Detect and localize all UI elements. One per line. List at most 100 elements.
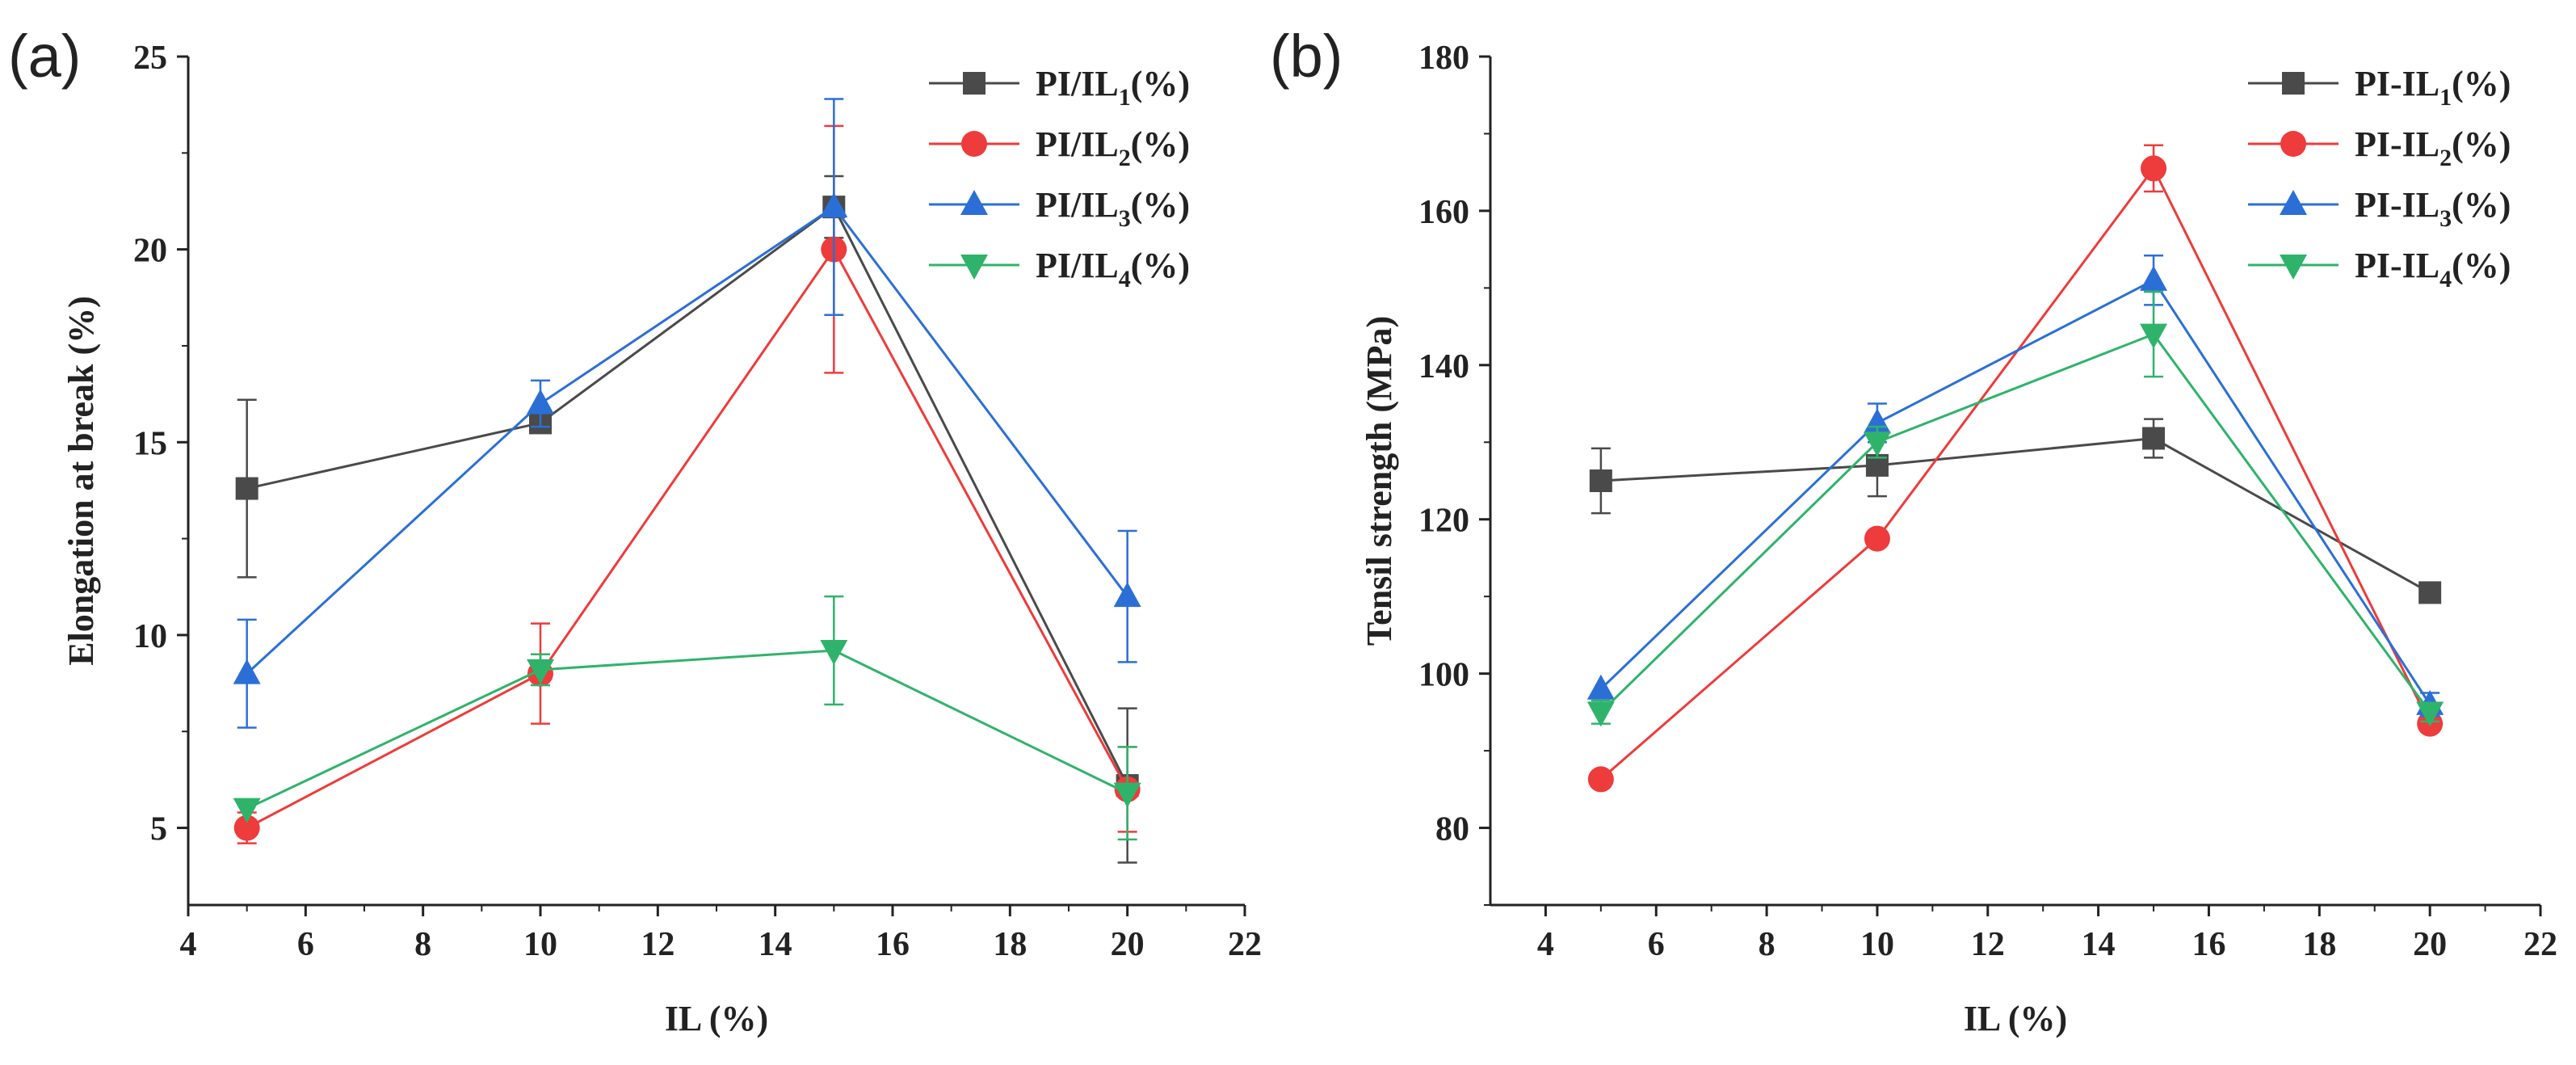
data-point <box>2418 581 2442 604</box>
y-axis-title: Tensil strength (MPa) <box>1359 316 1399 646</box>
y-tick-label: 10 <box>133 618 167 655</box>
x-tick-label: 6 <box>1648 926 1665 963</box>
series-2 <box>233 124 1141 844</box>
y-tick-label: 25 <box>133 40 167 77</box>
panel-label: (a) <box>8 23 81 90</box>
legend-marker <box>963 72 985 95</box>
x-tick-label: 22 <box>2523 926 2557 963</box>
series-line <box>246 246 1128 829</box>
data-point <box>527 659 554 684</box>
data-point <box>1113 782 1141 808</box>
data-point <box>1586 701 1615 727</box>
y-tick-label: 120 <box>1418 503 1469 540</box>
x-tick-label: 4 <box>180 926 197 963</box>
legend-label: PI/IL1(%) <box>1036 64 1190 111</box>
legend-marker <box>2280 131 2306 157</box>
data-point <box>2142 427 2166 450</box>
x-tick-label: 16 <box>2191 926 2225 963</box>
data-point <box>2140 323 2168 349</box>
x-tick-label: 12 <box>641 926 674 963</box>
chart-panel-a: (a) 4 6 8 10 12 14 16 18 20 22 5 10 15 20 25 IL (%) Elong… <box>8 23 1262 1038</box>
data-point <box>233 815 260 841</box>
series-1 <box>235 175 1139 864</box>
data-point <box>1589 469 1612 492</box>
y-axis-title: Elongation at break (%) <box>61 296 101 666</box>
x-tick-label: 8 <box>1759 926 1775 963</box>
data-point <box>235 477 258 500</box>
x-tick-label: 18 <box>993 926 1027 963</box>
data-point <box>1864 525 1890 552</box>
x-tick-label: 10 <box>1860 926 1894 963</box>
y-tick-label: 140 <box>1418 348 1469 385</box>
x-tick-label: 10 <box>523 926 557 963</box>
legend-label: PI-IL3(%) <box>2355 185 2511 232</box>
x-axis-title: IL (%) <box>1964 999 2067 1038</box>
legend-label: PI-IL1(%) <box>2355 64 2511 111</box>
data-point <box>233 659 261 684</box>
chart-panel-b: (b) 4 6 8 10 12 14 16 18 20 22 80 100 120 140 160 180 IL … <box>1270 23 2557 1038</box>
legend-entry-3: PI-IL3(%) <box>2248 185 2511 232</box>
x-tick-label: 6 <box>297 926 314 963</box>
series-line <box>1599 332 2431 714</box>
x-tick-label: 16 <box>876 926 910 963</box>
data-point <box>1863 431 1891 457</box>
series-line <box>1599 278 2431 705</box>
x-tick-label: 14 <box>2082 926 2116 963</box>
data-point <box>820 192 848 218</box>
series-line <box>1599 166 2431 781</box>
legend-marker <box>2280 190 2307 215</box>
legend-entry-1: PI/IL1(%) <box>929 64 1190 111</box>
legend-marker <box>961 131 987 157</box>
legend-label: PI-IL2(%) <box>2355 124 2511 171</box>
data-point <box>527 389 554 415</box>
data-point <box>1587 766 1614 793</box>
legend-marker <box>2282 72 2305 95</box>
y-tick-label: 160 <box>1418 194 1469 231</box>
y-tick-label: 80 <box>1435 811 1469 848</box>
data-point <box>1586 674 1615 700</box>
data-point <box>820 640 848 665</box>
data-point <box>2141 155 2167 182</box>
series-4 <box>1586 290 2444 727</box>
y-tick-label: 180 <box>1418 40 1469 77</box>
y-tick-label: 100 <box>1418 657 1469 694</box>
legend-entry-3: PI/IL3(%) <box>929 185 1190 232</box>
series-line <box>246 204 1129 786</box>
series-line <box>246 649 1128 810</box>
panel-label: (b) <box>1270 23 1343 90</box>
x-axis-title: IL (%) <box>665 999 768 1038</box>
data-point <box>1113 582 1141 608</box>
legend-marker <box>960 255 988 280</box>
legend-label: PI/IL2(%) <box>1036 124 1190 171</box>
y-tick-label: 15 <box>133 425 167 462</box>
legend-entry-4: PI-IL4(%) <box>2248 246 2511 293</box>
x-tick-label: 18 <box>2302 926 2336 963</box>
x-tick-label: 8 <box>414 926 431 963</box>
x-tick-label: 20 <box>1111 926 1145 963</box>
x-tick-label: 12 <box>1971 926 2005 963</box>
series-1 <box>1589 418 2442 604</box>
series-2 <box>1587 144 2444 793</box>
x-tick-label: 4 <box>1537 926 1554 963</box>
legend-entry-4: PI/IL4(%) <box>929 246 1190 293</box>
legend-entry-2: PI/IL2(%) <box>929 124 1190 171</box>
series-line <box>1600 436 2431 594</box>
data-point <box>2140 265 2168 291</box>
y-tick-label: 20 <box>133 233 167 270</box>
series-4 <box>233 595 1141 841</box>
legend-marker <box>2280 255 2307 280</box>
series-3 <box>1586 255 2444 718</box>
data-point <box>233 798 261 823</box>
series-3 <box>233 98 1141 729</box>
legend-label: PI/IL3(%) <box>1036 185 1190 232</box>
legend-marker <box>960 190 988 215</box>
legend-label: PI/IL4(%) <box>1036 246 1190 293</box>
legend-entry-2: PI-IL2(%) <box>2248 124 2511 171</box>
x-tick-label: 14 <box>759 926 792 963</box>
legend-label: PI-IL4(%) <box>2355 246 2511 293</box>
data-point <box>2416 701 2444 727</box>
y-tick-label: 5 <box>150 811 167 848</box>
series-line <box>246 205 1128 675</box>
x-tick-label: 20 <box>2413 926 2447 963</box>
